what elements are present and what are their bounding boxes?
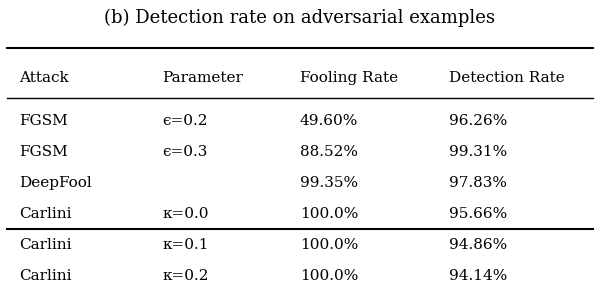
- Text: 96.26%: 96.26%: [449, 114, 508, 128]
- Text: Fooling Rate: Fooling Rate: [300, 71, 398, 85]
- Text: κ=0.2: κ=0.2: [163, 269, 209, 282]
- Text: 49.60%: 49.60%: [300, 114, 358, 128]
- Text: 100.0%: 100.0%: [300, 238, 358, 252]
- Text: 88.52%: 88.52%: [300, 145, 358, 159]
- Text: 100.0%: 100.0%: [300, 269, 358, 282]
- Text: Carlini: Carlini: [19, 238, 72, 252]
- Text: ϵ=0.3: ϵ=0.3: [163, 145, 208, 159]
- Text: 94.14%: 94.14%: [449, 269, 508, 282]
- Text: κ=0.1: κ=0.1: [163, 238, 209, 252]
- Text: 100.0%: 100.0%: [300, 207, 358, 221]
- Text: FGSM: FGSM: [19, 114, 68, 128]
- Text: κ=0.0: κ=0.0: [163, 207, 209, 221]
- Text: Carlini: Carlini: [19, 207, 72, 221]
- Text: 99.31%: 99.31%: [449, 145, 508, 159]
- Text: Attack: Attack: [19, 71, 69, 85]
- Text: 99.35%: 99.35%: [300, 176, 358, 190]
- Text: DeepFool: DeepFool: [19, 176, 92, 190]
- Text: Detection Rate: Detection Rate: [449, 71, 565, 85]
- Text: ϵ=0.2: ϵ=0.2: [163, 114, 208, 128]
- Text: Parameter: Parameter: [163, 71, 244, 85]
- Text: 95.66%: 95.66%: [449, 207, 508, 221]
- Text: Carlini: Carlini: [19, 269, 72, 282]
- Text: FGSM: FGSM: [19, 145, 68, 159]
- Text: 97.83%: 97.83%: [449, 176, 508, 190]
- Text: (b) Detection rate on adversarial examples: (b) Detection rate on adversarial exampl…: [104, 8, 496, 27]
- Text: 94.86%: 94.86%: [449, 238, 508, 252]
